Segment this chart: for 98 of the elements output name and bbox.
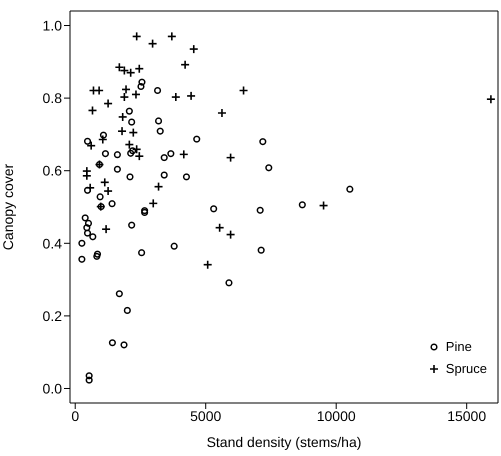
point — [217, 108, 227, 118]
point — [202, 260, 212, 270]
point — [128, 118, 136, 126]
point — [82, 170, 92, 181]
point — [238, 86, 248, 96]
y-tick-label: 0.2 — [42, 308, 62, 324]
point — [108, 339, 116, 346]
point — [126, 108, 133, 115]
point — [120, 92, 130, 102]
point — [114, 151, 121, 158]
point — [85, 182, 95, 193]
point — [186, 91, 196, 101]
point — [103, 186, 113, 196]
point — [134, 64, 144, 74]
point — [126, 173, 134, 180]
point — [82, 214, 89, 222]
point — [89, 233, 96, 240]
point — [132, 32, 142, 42]
point — [128, 128, 138, 138]
point — [108, 200, 116, 208]
point — [84, 186, 92, 194]
point — [94, 86, 104, 96]
point — [127, 150, 134, 157]
x-tick-label: 15000 — [447, 408, 486, 424]
point — [226, 152, 236, 162]
point — [225, 279, 233, 286]
point — [148, 198, 158, 208]
point — [86, 376, 93, 384]
point — [121, 84, 131, 94]
point — [117, 126, 127, 136]
point — [138, 78, 146, 86]
point — [131, 90, 141, 100]
point — [83, 224, 90, 232]
point — [259, 138, 266, 146]
point — [160, 154, 168, 162]
point — [298, 201, 306, 208]
point — [154, 86, 162, 94]
point — [114, 166, 121, 173]
point — [180, 60, 190, 70]
point — [84, 220, 92, 227]
point — [128, 222, 136, 229]
point — [210, 205, 218, 212]
point — [318, 200, 328, 210]
y-axis-title: Canopy cover — [0, 163, 16, 250]
point — [96, 193, 104, 200]
point — [88, 106, 98, 116]
point — [103, 98, 113, 108]
point — [78, 256, 86, 263]
point — [116, 290, 123, 298]
x-axis-title: Stand density (stems/ha) — [206, 434, 362, 450]
point — [84, 138, 92, 145]
point — [156, 128, 164, 135]
point — [226, 230, 236, 240]
point — [86, 140, 96, 150]
x-tick-label: 10000 — [316, 408, 356, 424]
point — [167, 150, 174, 158]
point — [178, 150, 189, 160]
point — [102, 150, 109, 158]
point — [120, 341, 128, 348]
point — [101, 224, 111, 234]
point — [84, 230, 92, 237]
point — [193, 136, 200, 143]
point — [138, 249, 146, 256]
point — [214, 222, 224, 232]
x-tick-label: 0 — [71, 408, 80, 424]
point — [124, 306, 131, 314]
point — [346, 186, 354, 193]
point — [258, 246, 265, 254]
point — [256, 206, 264, 214]
point — [188, 44, 199, 54]
point — [160, 172, 168, 179]
point — [129, 147, 136, 154]
point — [100, 178, 110, 188]
point — [155, 117, 162, 125]
point — [265, 164, 272, 172]
point — [100, 132, 108, 139]
point — [171, 92, 181, 102]
y-tick-label: 0.6 — [42, 162, 62, 179]
y-tick-label: 1.0 — [42, 17, 62, 34]
point — [182, 173, 190, 180]
x-tick-label: 5000 — [190, 408, 222, 424]
legend-label: Pine — [446, 338, 472, 356]
point — [78, 240, 86, 247]
legend-label: Spruce — [446, 360, 487, 378]
point — [167, 32, 177, 42]
point — [118, 112, 128, 122]
point — [486, 94, 496, 104]
point — [86, 372, 93, 380]
point — [148, 38, 158, 48]
point — [137, 82, 145, 90]
point — [170, 242, 178, 250]
point — [93, 252, 100, 260]
point — [98, 134, 108, 144]
y-tick-label: 0.8 — [42, 90, 62, 106]
point — [94, 250, 102, 258]
y-tick-label: 0.4 — [42, 235, 62, 252]
y-tick-label: 0.0 — [42, 380, 62, 396]
point — [154, 182, 164, 192]
